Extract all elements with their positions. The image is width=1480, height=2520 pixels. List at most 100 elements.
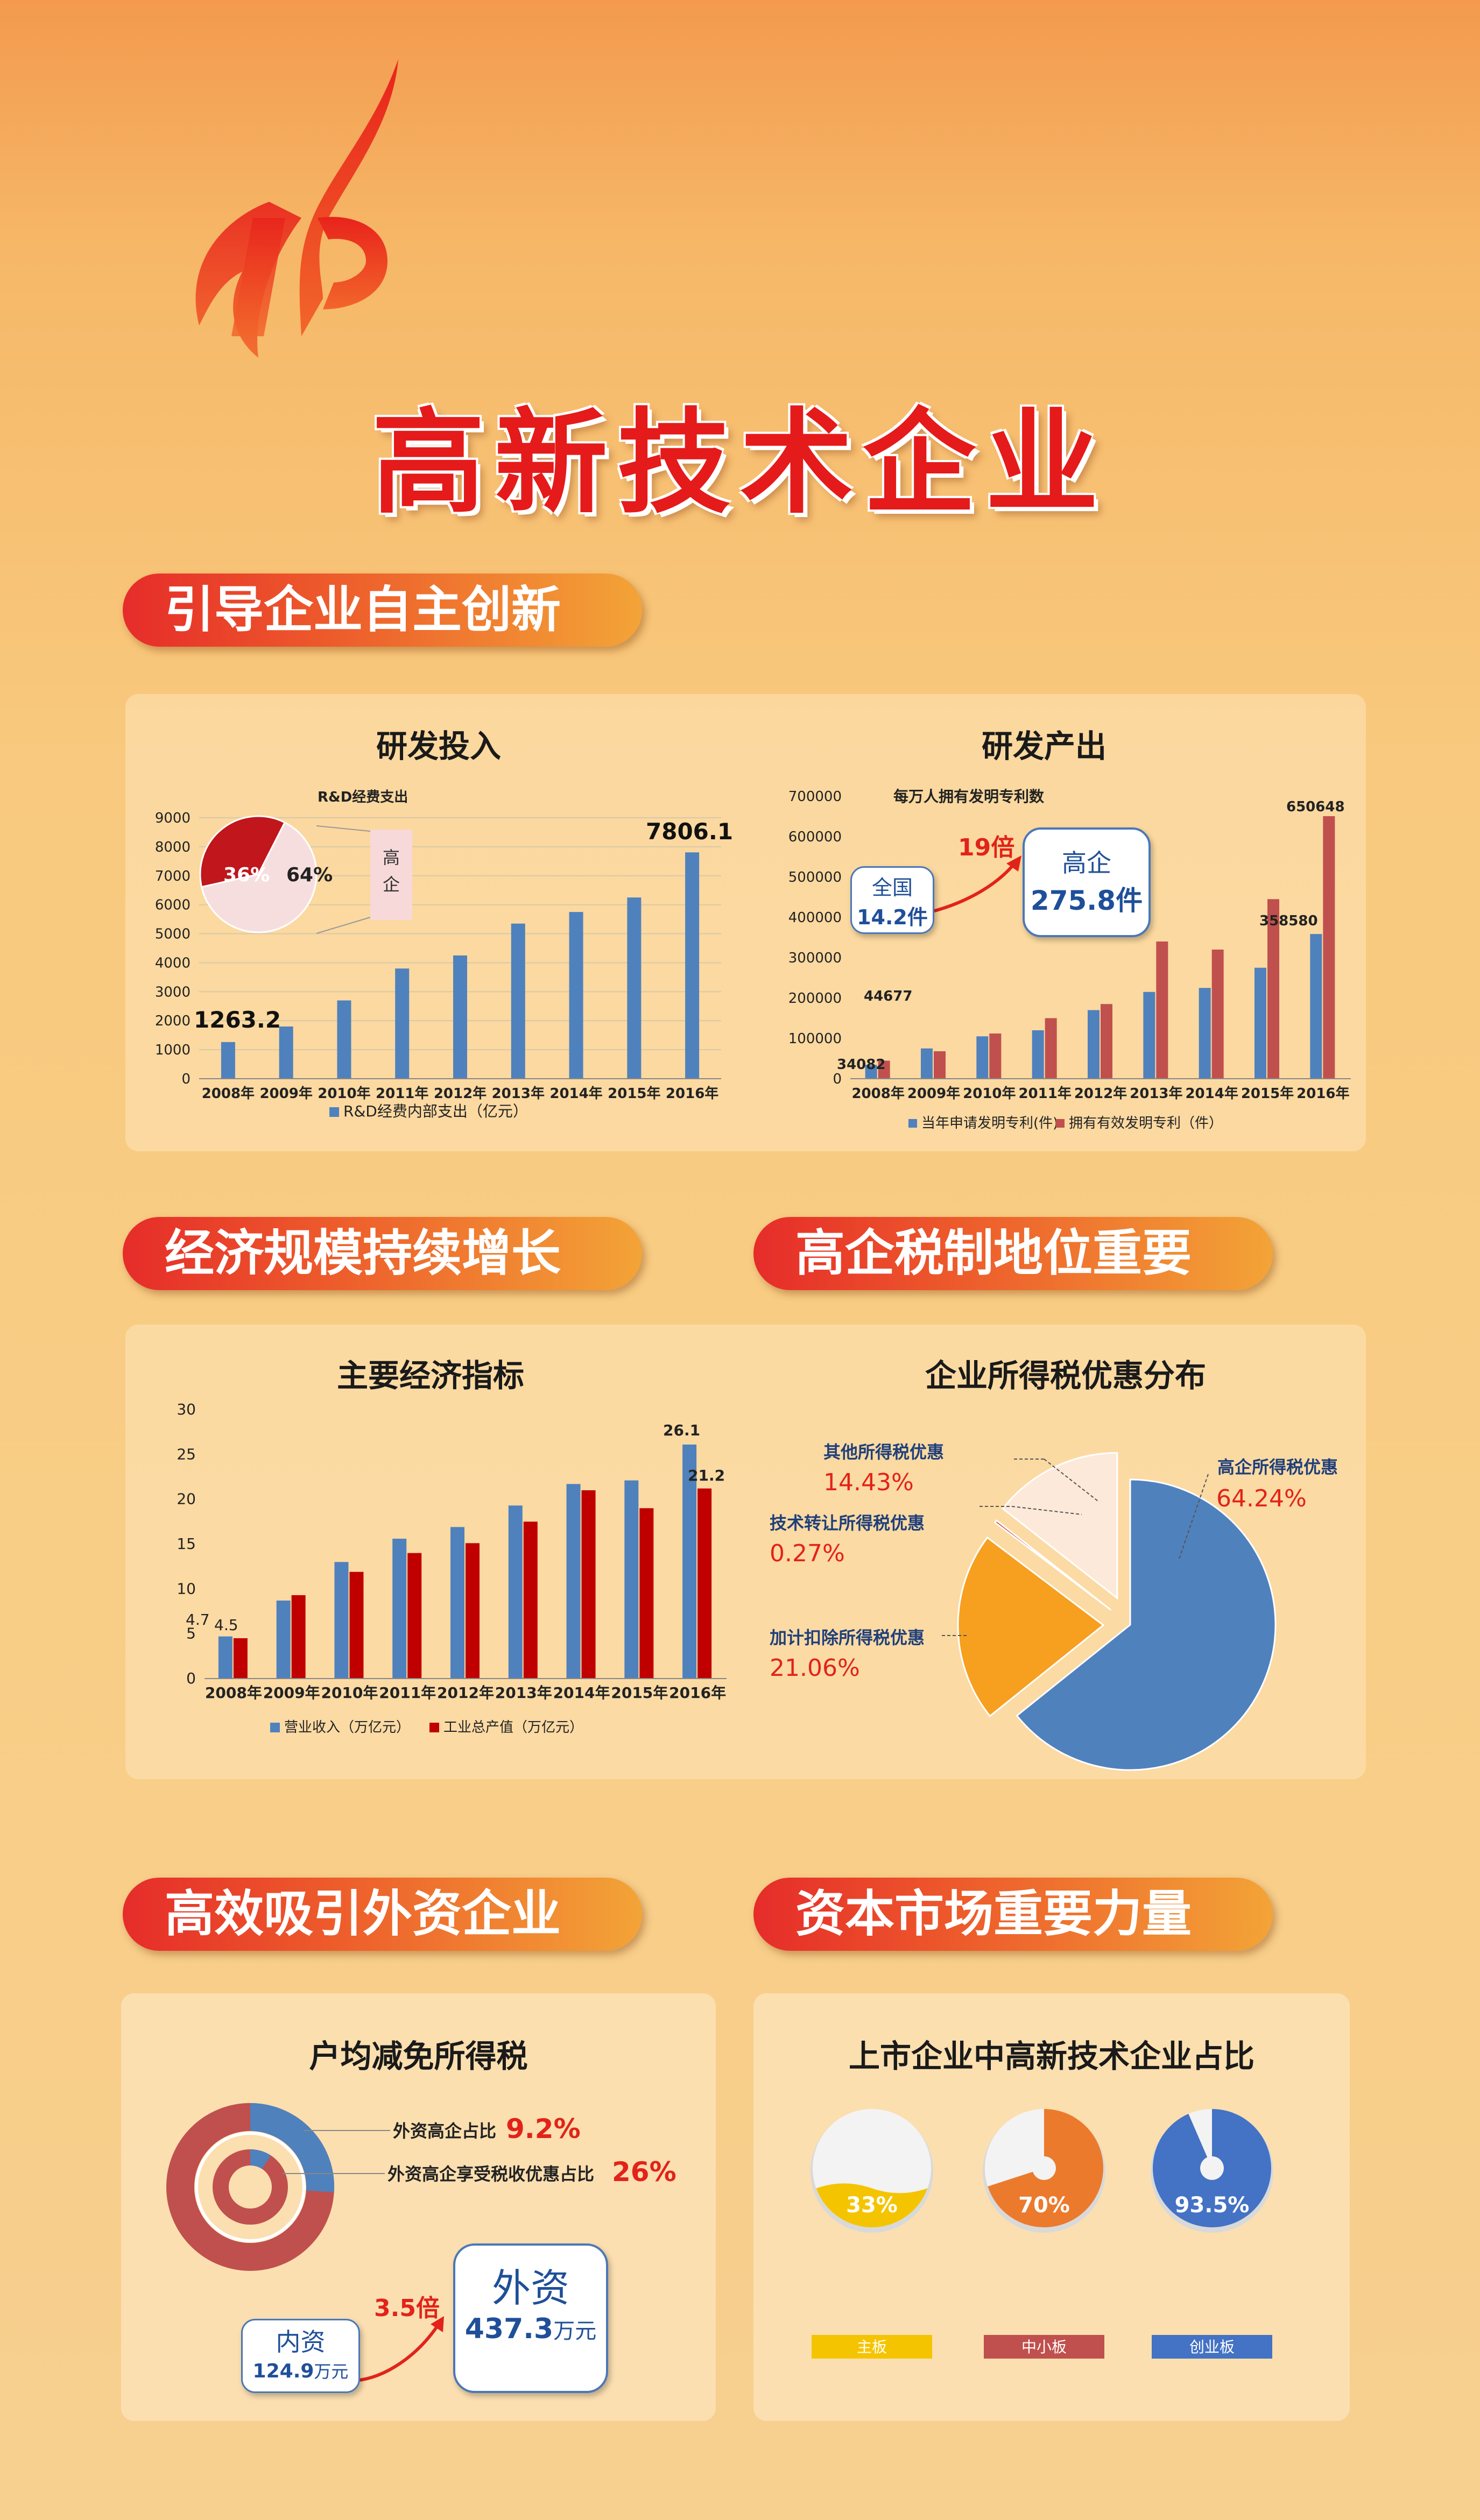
x-tick-label: 2016年	[666, 1085, 718, 1102]
x-tick-label: 2008年	[205, 1684, 262, 1702]
section-title-economy: 经济规模持续增长	[123, 1217, 642, 1290]
bar	[682, 1445, 697, 1679]
bar	[1199, 988, 1211, 1079]
bar	[566, 1484, 581, 1679]
pie-slice-other	[199, 815, 286, 888]
bar	[1310, 934, 1322, 1079]
x-tick-label: 2014年	[1185, 1085, 1238, 1102]
rd-output-legend-2: 拥有有效发明专利（件）	[1069, 1115, 1223, 1131]
econ-label-2016b: 21.2	[688, 1467, 725, 1484]
tax-title: 企业所得税优惠分布	[925, 1357, 1206, 1394]
callout-foreign-unit: 万元	[553, 2319, 597, 2344]
y-tick-label: 200000	[788, 990, 842, 1007]
gauge-fill	[816, 2183, 928, 2227]
econ-legend-1: 营业收入（万亿元）	[284, 1719, 410, 1736]
callout-national-title: 全国	[871, 876, 913, 900]
x-tick-label: 2014年	[549, 1085, 602, 1102]
callout-foreign-value: 437.3	[464, 2313, 554, 2345]
tax-item-2-pct: 14.43%	[823, 1469, 914, 1496]
ratio-19: 19倍	[958, 834, 1014, 861]
tax-slice	[1002, 1452, 1118, 1600]
capital-title: 上市企业中高新技术企业占比	[848, 2038, 1255, 2075]
y-tick-label: 20	[177, 1490, 196, 1508]
rd-output-title: 研发产出	[981, 728, 1107, 765]
bar	[392, 1539, 407, 1679]
y-tick-label: 25	[177, 1445, 196, 1463]
bar	[878, 1060, 890, 1079]
x-tick-label: 2013年	[1130, 1085, 1182, 1102]
bar	[1088, 1010, 1100, 1079]
bar	[466, 1543, 480, 1679]
y-tick-label: 10	[177, 1580, 196, 1597]
x-tick-label: 2011年	[379, 1684, 436, 1702]
x-tick-label: 2011年	[1018, 1085, 1071, 1102]
callout-national-value: 14.2件	[857, 905, 928, 929]
gauge-label: 中小板	[1021, 2338, 1067, 2356]
y-tick-label: 5	[186, 1625, 196, 1643]
y-tick-label: 100000	[788, 1031, 842, 1047]
x-tick-label: 2013年	[495, 1684, 552, 1702]
first-value-label: 1263.2	[194, 1007, 281, 1033]
gauge-label: 主板	[857, 2338, 887, 2356]
bar	[1032, 1030, 1044, 1079]
gauge-label-bar	[1152, 2335, 1272, 2359]
label-2016b: 650648	[1286, 799, 1345, 815]
gauge-label: 创业板	[1189, 2338, 1235, 2356]
x-tick-label: 2015年	[1241, 1085, 1294, 1102]
bar	[1267, 899, 1279, 1079]
label-2016a: 358580	[1259, 913, 1318, 929]
bar	[627, 897, 642, 1079]
x-tick-label: 2011年	[376, 1085, 428, 1102]
last-value-label: 7806.1	[646, 818, 733, 845]
x-tick-label: 2010年	[963, 1085, 1016, 1102]
bar	[337, 1000, 351, 1079]
y-tick-label: 700000	[788, 789, 842, 805]
bar	[685, 852, 700, 1079]
bar	[233, 1638, 248, 1679]
bar	[334, 1562, 349, 1679]
y-tick-label: 30	[177, 1400, 196, 1418]
y-tick-label: 4000	[155, 955, 191, 971]
bar	[218, 1636, 232, 1679]
ring-base	[213, 2149, 288, 2225]
x-tick-label: 2009年	[263, 1684, 320, 1702]
x-tick-label: 2012年	[1074, 1085, 1127, 1102]
gauge-pct: 93.5%	[1175, 2193, 1250, 2218]
econ-legend-2: 工业总产值（万亿元）	[443, 1719, 583, 1736]
econ-label-2008b: 4.5	[214, 1616, 238, 1634]
pie-slice-hightech	[200, 821, 318, 933]
bar	[450, 1527, 464, 1679]
section-title-tax: 高企税制地位重要	[753, 1217, 1273, 1290]
bar	[511, 923, 525, 1079]
bar	[989, 1034, 1002, 1079]
foreign-line1-label: 外资高企占比	[393, 2121, 496, 2141]
page-title: 高新技术企业	[371, 397, 1108, 529]
callout-hightech-value: 275.8件	[1030, 885, 1143, 916]
y-tick-label: 2000	[155, 1013, 191, 1029]
pie-big-label: 64%	[286, 864, 333, 886]
gauge-label-bar	[812, 2335, 932, 2359]
tax-item-2-name: 其他所得税优惠	[823, 1442, 944, 1462]
callout-national: 全国 14.2件	[850, 866, 934, 934]
x-tick-label: 2016年	[1296, 1085, 1349, 1102]
bar	[1156, 942, 1168, 1079]
tax-slice	[993, 1519, 1112, 1611]
x-tick-label: 2008年	[851, 1085, 904, 1102]
bar	[581, 1490, 596, 1679]
gauge-label-bar	[984, 2335, 1104, 2359]
y-tick-label: 3000	[155, 984, 191, 1000]
bar	[508, 1505, 523, 1679]
y-tick-label: 7000	[155, 868, 191, 884]
bar	[407, 1553, 422, 1679]
bar	[624, 1480, 639, 1679]
rd-output-legend-1: 当年申请发明专利(件)	[921, 1115, 1058, 1131]
x-tick-label: 2016年	[669, 1684, 726, 1702]
foreign-chart: 外资高企占比 9.2% 外资高企享受税收优惠占比 26% 3.5倍	[166, 2103, 676, 2382]
bar	[279, 1027, 293, 1079]
section-title-innovation: 引导企业自主创新	[123, 574, 642, 647]
bar	[453, 955, 467, 1079]
bar	[221, 1042, 235, 1079]
callout-domestic: 内资 124.9万元	[241, 2319, 360, 2393]
rd-input-legend: R&D经费内部支出（亿元）	[343, 1102, 528, 1120]
flame-logo-icon	[195, 59, 398, 358]
